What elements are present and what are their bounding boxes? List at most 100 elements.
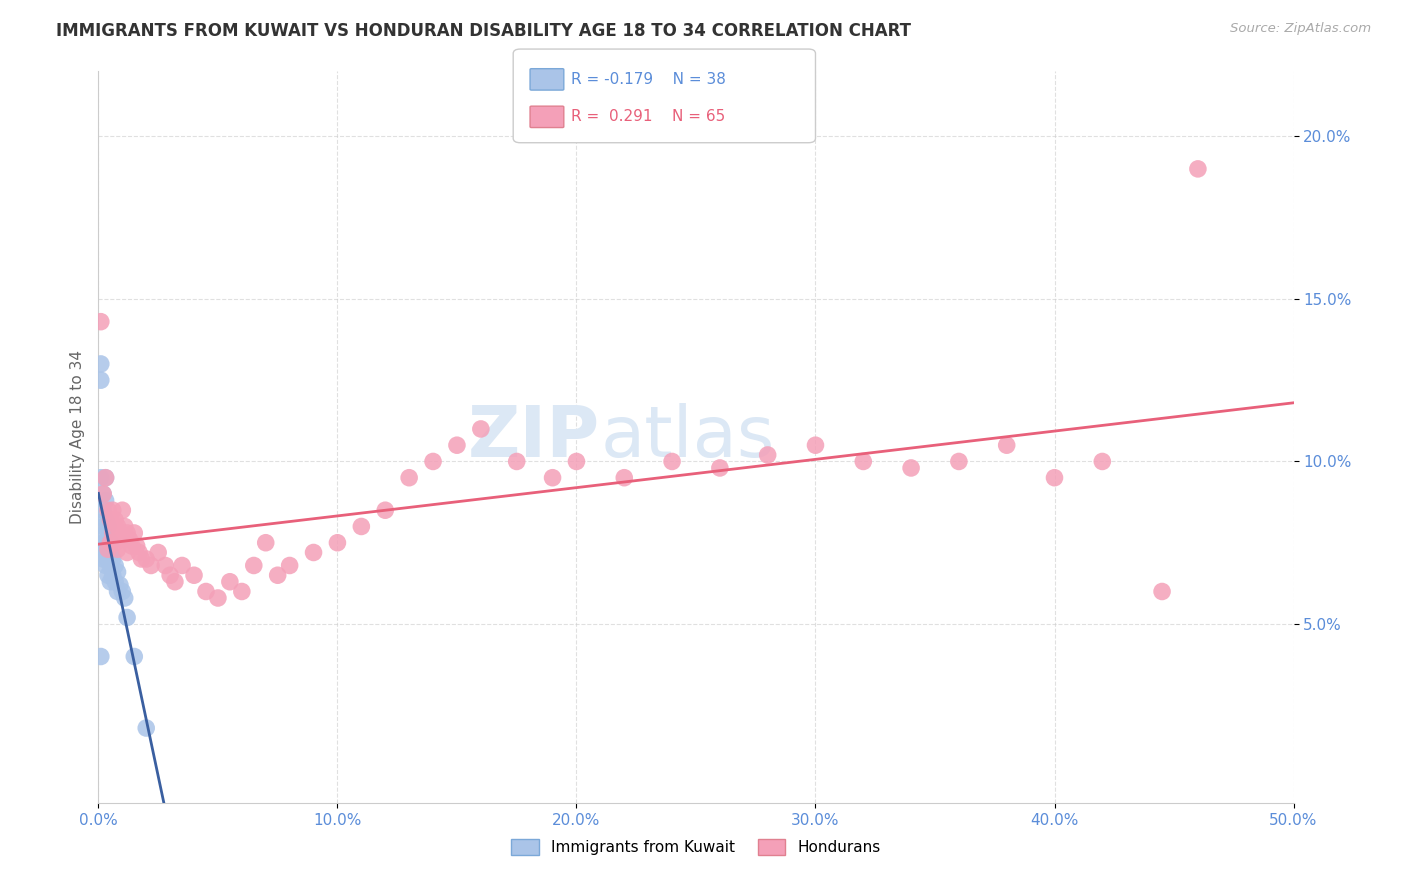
Point <box>661 454 683 468</box>
Text: Source: ZipAtlas.com: Source: ZipAtlas.com <box>1230 22 1371 36</box>
Point <box>91 542 114 557</box>
Point <box>155 558 177 573</box>
Point <box>114 519 136 533</box>
Point <box>94 493 117 508</box>
Point <box>207 591 229 605</box>
Point <box>91 503 114 517</box>
Y-axis label: Disability Age 18 to 34: Disability Age 18 to 34 <box>69 350 84 524</box>
Point <box>98 535 122 549</box>
Point <box>90 357 112 371</box>
Point <box>302 545 325 559</box>
Point <box>326 535 349 549</box>
Point <box>97 503 120 517</box>
Point <box>709 461 731 475</box>
Point <box>115 526 138 541</box>
Point <box>107 542 129 557</box>
Point <box>97 519 120 533</box>
Point <box>470 422 492 436</box>
Point <box>254 535 277 549</box>
Point <box>107 565 129 579</box>
Point <box>118 533 141 547</box>
Point <box>104 535 127 549</box>
Point <box>163 574 186 589</box>
Point <box>98 513 122 527</box>
Point <box>94 535 117 549</box>
Point <box>131 552 153 566</box>
Point <box>852 454 875 468</box>
Point <box>124 649 146 664</box>
Point <box>104 574 127 589</box>
Point <box>121 539 143 553</box>
Point <box>90 315 112 329</box>
Point <box>107 584 129 599</box>
Point <box>104 513 127 527</box>
Point <box>128 545 150 559</box>
Point <box>94 526 117 541</box>
Point <box>94 558 117 573</box>
Point <box>995 438 1018 452</box>
Text: R = -0.179    N = 38: R = -0.179 N = 38 <box>571 72 725 87</box>
Point <box>111 533 134 547</box>
Point <box>115 545 138 559</box>
Point <box>94 513 117 527</box>
Legend: Immigrants from Kuwait, Hondurans: Immigrants from Kuwait, Hondurans <box>505 833 887 861</box>
Point <box>97 552 120 566</box>
Point <box>506 454 529 468</box>
Point <box>114 591 136 605</box>
Point <box>94 471 117 485</box>
Point <box>1187 161 1209 176</box>
Point <box>90 649 112 664</box>
Point <box>101 568 124 582</box>
Point <box>172 558 194 573</box>
Point <box>91 552 114 566</box>
Point <box>1152 584 1174 599</box>
Point <box>135 721 157 735</box>
Point <box>90 471 112 485</box>
Point <box>267 568 290 582</box>
Point <box>90 373 112 387</box>
Point <box>111 584 134 599</box>
Point <box>613 471 636 485</box>
Point <box>243 558 266 573</box>
Point <box>98 574 122 589</box>
Point <box>97 542 120 557</box>
Text: R =  0.291    N = 65: R = 0.291 N = 65 <box>571 110 725 124</box>
Point <box>91 519 114 533</box>
Point <box>398 471 420 485</box>
Point <box>97 533 120 547</box>
Point <box>900 461 922 475</box>
Text: IMMIGRANTS FROM KUWAIT VS HONDURAN DISABILITY AGE 18 TO 34 CORRELATION CHART: IMMIGRANTS FROM KUWAIT VS HONDURAN DISAB… <box>56 22 911 40</box>
Point <box>195 584 218 599</box>
Point <box>98 545 122 559</box>
Point <box>139 558 162 573</box>
Point <box>111 503 134 517</box>
Point <box>91 487 114 501</box>
Text: ZIP: ZIP <box>468 402 600 472</box>
Point <box>541 471 564 485</box>
Point <box>101 503 124 517</box>
Point <box>101 552 124 566</box>
Point <box>94 471 117 485</box>
Point <box>148 545 170 559</box>
Point <box>565 454 588 468</box>
Point <box>804 438 827 452</box>
Point <box>231 584 253 599</box>
Point <box>374 503 396 517</box>
Point <box>108 578 131 592</box>
Point <box>91 535 114 549</box>
Point <box>1043 471 1066 485</box>
Point <box>94 545 117 559</box>
Point <box>108 526 131 541</box>
Point <box>135 552 157 566</box>
Point <box>115 610 138 624</box>
Point <box>101 526 124 541</box>
Point <box>91 487 114 501</box>
Point <box>97 542 120 557</box>
Point <box>159 568 181 582</box>
Point <box>98 558 122 573</box>
Point <box>756 448 779 462</box>
Point <box>124 526 146 541</box>
Point <box>183 568 205 582</box>
Point <box>278 558 301 573</box>
Point <box>125 539 148 553</box>
